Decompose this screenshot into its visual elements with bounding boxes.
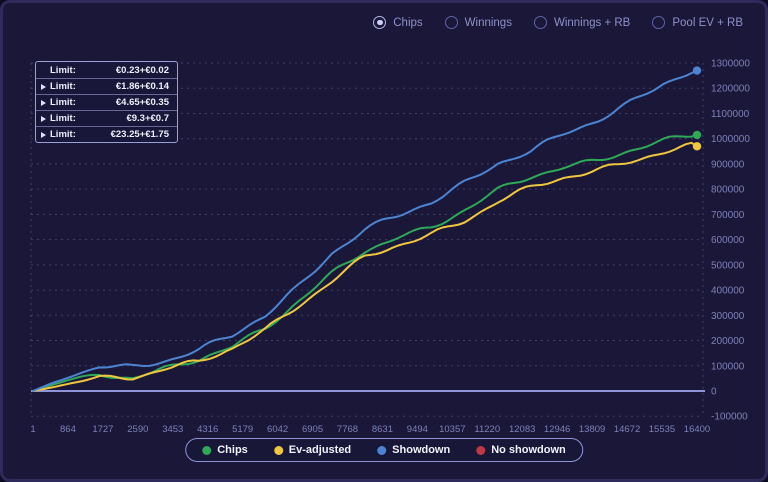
series-color-dot-icon xyxy=(377,445,387,455)
radio-dot-icon xyxy=(656,20,662,26)
limit-row[interactable]: Limit: €0.23+€0.02 xyxy=(36,62,177,78)
series-end-dot-0 xyxy=(692,130,702,140)
legend-label: Showdown xyxy=(392,444,451,456)
limit-row[interactable]: Limit: €9.3+€0.7 xyxy=(36,110,177,126)
x-tick-label: 4316 xyxy=(197,424,218,435)
expand-arrow-icon xyxy=(41,115,46,122)
x-tick-label: 6905 xyxy=(302,424,323,435)
x-tick-label: 15535 xyxy=(649,424,675,435)
y-tick-label: 700000 xyxy=(711,210,745,221)
x-tick-label: 14672 xyxy=(614,424,640,435)
limits-panel: Limit: €0.23+€0.02 Limit: €1.86+€0.14 Li… xyxy=(35,61,178,143)
y-tick-label: 300000 xyxy=(711,311,745,322)
series-color-dot-icon xyxy=(202,445,212,455)
series-color-dot-icon xyxy=(476,445,486,455)
limit-row[interactable]: Limit: €1.86+€0.14 xyxy=(36,78,177,94)
radio-label: Pool EV + RB xyxy=(672,16,743,29)
radio-pool-ev-rb[interactable]: Pool EV + RB xyxy=(652,16,743,29)
series-end-dot-2 xyxy=(692,66,702,75)
limit-value: €0.23+€0.02 xyxy=(115,64,169,76)
radio-winnings-rb[interactable]: Winnings + RB xyxy=(533,16,631,29)
limit-label: Limit: xyxy=(50,64,76,76)
y-tick-label: 100000 xyxy=(711,361,745,372)
legend-label: No showdown xyxy=(491,444,566,456)
x-tick-label: 13809 xyxy=(579,424,605,435)
expand-arrow-icon xyxy=(41,131,46,138)
limit-value: €23.25+€1.75 xyxy=(110,129,169,140)
radio-winnings[interactable]: Winnings xyxy=(444,16,512,29)
legend-item-ev-adjusted[interactable]: Ev-adjusted xyxy=(273,444,352,456)
radio-icon xyxy=(444,16,458,29)
series-line-1 xyxy=(32,141,698,392)
x-tick-label: 11220 xyxy=(474,424,500,435)
radio-label: Winnings + RB xyxy=(553,16,631,29)
x-tick-label: 7768 xyxy=(337,424,358,435)
legend-label: Ev-adjusted xyxy=(288,444,352,456)
legend-item-no-showdown[interactable]: No showdown xyxy=(476,444,566,456)
x-tick-label: 1 xyxy=(30,424,35,435)
legend-item-chips[interactable]: Chips xyxy=(202,444,248,456)
x-tick-label: 3453 xyxy=(162,424,183,435)
y-tick-label: 1300000 xyxy=(711,59,750,70)
profit-line-chart: 1300000120000011000001000000900000800000… xyxy=(30,59,750,435)
radio-dot-icon xyxy=(538,20,544,26)
y-tick-label: 1200000 xyxy=(711,84,750,95)
radio-dot-icon xyxy=(377,19,383,26)
x-tick-label: 864 xyxy=(60,424,76,435)
limit-label: Limit: xyxy=(50,113,76,124)
radio-icon xyxy=(652,16,666,29)
y-tick-label: 800000 xyxy=(711,185,745,196)
x-tick-label: 9494 xyxy=(407,424,428,435)
y-tick-label: -100000 xyxy=(711,412,748,423)
x-tick-label: 2590 xyxy=(127,424,148,435)
limit-value: €1.86+€0.14 xyxy=(115,81,169,92)
limit-row[interactable]: Limit: €4.65+€0.35 xyxy=(36,94,177,110)
series-line-2 xyxy=(32,69,698,392)
limit-label: Limit: xyxy=(50,97,76,108)
x-tick-label: 12083 xyxy=(509,424,535,435)
radio-icon xyxy=(373,16,387,29)
series-color-dot-icon xyxy=(273,445,283,455)
legend-item-showdown[interactable]: Showdown xyxy=(377,444,450,456)
radio-label: Chips xyxy=(393,16,423,29)
x-tick-label: 10357 xyxy=(439,424,465,435)
radio-icon xyxy=(533,16,547,29)
limit-value: €9.3+€0.7 xyxy=(126,113,169,124)
chart-series-legend: Chips Ev-adjusted Showdown No showdown xyxy=(185,438,583,462)
x-tick-label: 5179 xyxy=(232,424,253,435)
radio-dot-icon xyxy=(448,20,454,26)
series-line-0 xyxy=(32,133,698,392)
radio-label: Winnings xyxy=(464,16,512,29)
limit-label: Limit: xyxy=(50,81,76,92)
y-tick-label: 500000 xyxy=(711,260,745,271)
expand-arrow-icon xyxy=(41,99,46,106)
limit-label: Limit: xyxy=(50,129,76,140)
radio-chips[interactable]: Chips xyxy=(373,16,423,29)
x-tick-label: 6042 xyxy=(267,424,288,435)
y-tick-label: 0 xyxy=(711,387,717,398)
x-tick-label: 8631 xyxy=(372,424,393,435)
legend-label: Chips xyxy=(217,444,248,456)
expand-arrow-icon xyxy=(41,83,46,90)
y-tick-label: 1100000 xyxy=(711,109,750,120)
y-tick-label: 900000 xyxy=(711,159,745,170)
view-options-radio-group: Chips Winnings Winnings + RB Pool EV + R… xyxy=(373,16,743,29)
limit-row[interactable]: Limit: €23.25+€1.75 xyxy=(36,126,177,142)
y-tick-label: 1000000 xyxy=(711,134,750,145)
y-tick-label: 400000 xyxy=(711,286,745,297)
series-end-dot-1 xyxy=(692,142,702,151)
y-tick-label: 200000 xyxy=(711,336,745,347)
y-tick-label: 600000 xyxy=(711,235,745,246)
x-tick-label: 16400 xyxy=(684,424,710,435)
limit-value: €4.65+€0.35 xyxy=(115,97,169,108)
x-tick-label: 1727 xyxy=(92,424,113,435)
x-tick-label: 12946 xyxy=(544,424,570,435)
